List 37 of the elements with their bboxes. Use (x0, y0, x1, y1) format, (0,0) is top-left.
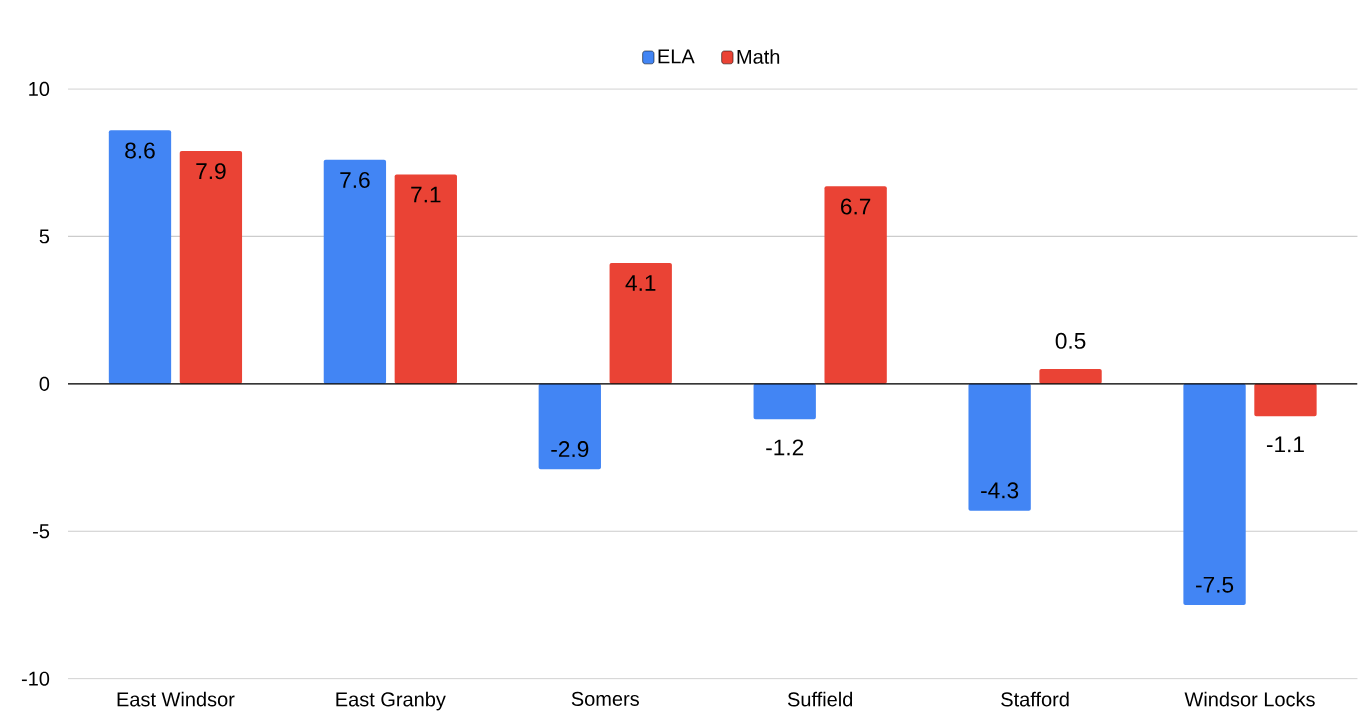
x-tick-label: Somers (571, 691, 639, 707)
bar (824, 186, 887, 384)
bar (968, 383, 1031, 511)
legend-label: Math (737, 49, 780, 64)
x-tick-label: East Windsor (117, 691, 235, 707)
data-label: 8.6 (125, 142, 155, 159)
data-label: 7.6 (340, 172, 370, 189)
y-tick-label: 10 (29, 82, 50, 97)
x-tick-label: Stafford (1001, 691, 1069, 707)
data-label: 0.5 (1055, 332, 1086, 349)
x-tick-label: East Granby (336, 691, 446, 711)
bar (1183, 383, 1246, 606)
y-tick-label: -10 (21, 671, 50, 686)
data-label: -7.5 (1196, 577, 1234, 593)
y-tick-label: 0 (39, 376, 50, 392)
bar (1254, 383, 1317, 417)
data-label: -1.2 (766, 439, 804, 456)
data-label: -2.9 (551, 441, 589, 458)
bar (394, 174, 457, 384)
bar (1039, 369, 1102, 384)
bar (753, 383, 816, 420)
data-label: -1.1 (1266, 436, 1304, 453)
data-label: 7.9 (196, 163, 226, 180)
bar (323, 159, 387, 384)
x-tick-label: Windsor Locks (1184, 691, 1315, 707)
x-tick-label: Suffield (787, 691, 853, 707)
legend-label: ELA (658, 49, 695, 64)
data-label: 7.1 (411, 186, 441, 203)
y-tick-label: -5 (33, 524, 50, 539)
bar (108, 130, 172, 384)
y-tick-label: 5 (39, 229, 50, 244)
data-label: 4.1 (625, 275, 656, 291)
data-label: 6.7 (841, 198, 871, 215)
data-label: -4.3 (981, 482, 1019, 499)
bar (538, 383, 601, 470)
bar (609, 263, 672, 384)
bar (179, 151, 243, 384)
